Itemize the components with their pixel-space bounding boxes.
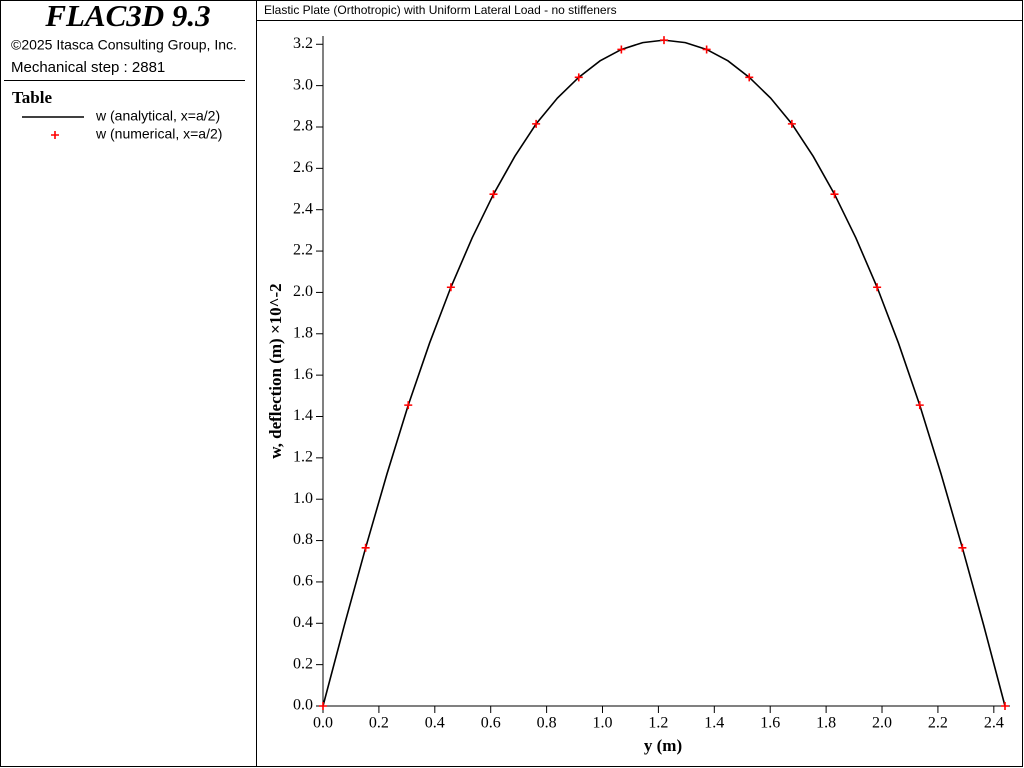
x-tick-label: 2.2	[928, 715, 948, 732]
x-tick-label: 1.6	[760, 715, 780, 732]
point-marker	[830, 190, 839, 199]
y-tick-label: 3.0	[293, 76, 313, 93]
point-marker	[617, 45, 626, 54]
x-tick-label: 0.0	[313, 715, 333, 732]
point-marker	[1001, 702, 1009, 710]
x-tick-label: 1.8	[816, 715, 836, 732]
x-tick-label: 2.4	[984, 715, 1004, 732]
x-tick-label: 1.2	[648, 715, 668, 732]
x-tick-label: 0.4	[425, 715, 445, 732]
y-tick-label: 1.6	[293, 366, 313, 383]
y-tick-label: 0.6	[293, 573, 313, 590]
y-tick-label: 2.8	[293, 118, 313, 135]
x-tick-label: 1.4	[704, 715, 724, 732]
point-marker	[361, 543, 370, 552]
y-axis-title: w, deflection (m) ×10^-2	[266, 283, 285, 458]
x-tick-label: 0.2	[369, 715, 389, 732]
y-tick-label: 1.4	[293, 407, 313, 424]
point-marker	[660, 36, 668, 45]
legend-label: w (numerical, x=a/2)	[95, 126, 222, 142]
point-marker	[915, 401, 924, 410]
point-marker	[958, 543, 967, 552]
y-tick-label: 2.6	[293, 159, 313, 176]
legend-marker	[51, 131, 59, 139]
y-tick-label: 1.8	[293, 324, 313, 341]
x-tick-label: 0.6	[481, 715, 501, 732]
copyright: ©2025 Itasca Consulting Group, Inc.	[11, 37, 237, 53]
x-tick-label: 1.0	[593, 715, 613, 732]
point-marker	[404, 401, 413, 410]
y-tick-label: 3.2	[293, 35, 313, 52]
point-marker	[574, 73, 583, 82]
step: Mechanical step : 2881	[11, 59, 165, 76]
point-marker	[702, 45, 711, 54]
point-marker	[489, 190, 498, 199]
legend-label: w (analytical, x=a/2)	[95, 108, 220, 124]
legend-title: Table	[12, 88, 52, 107]
product-name: FLAC3D 9.3	[44, 0, 210, 33]
y-tick-label: 1.2	[293, 449, 313, 466]
y-tick-label: 1.0	[293, 490, 313, 507]
x-tick-label: 0.8	[537, 715, 557, 732]
y-tick-label: 2.2	[293, 242, 313, 259]
point-marker	[446, 283, 455, 292]
point-marker	[787, 119, 796, 128]
point-marker	[532, 119, 541, 128]
point-marker	[873, 283, 882, 292]
x-axis-title: y (m)	[644, 736, 682, 755]
y-tick-label: 2.0	[293, 283, 313, 300]
y-tick-label: 0.8	[293, 531, 313, 548]
x-tick-label: 2.0	[872, 715, 892, 732]
y-tick-label: 0.0	[293, 697, 313, 714]
y-tick-label: 0.4	[293, 614, 313, 631]
chart-title: Elastic Plate (Orthotropic) with Uniform…	[264, 3, 617, 17]
point-marker	[319, 702, 327, 710]
y-tick-label: 2.4	[293, 200, 313, 217]
y-tick-label: 0.2	[293, 655, 313, 672]
point-marker	[745, 73, 754, 82]
